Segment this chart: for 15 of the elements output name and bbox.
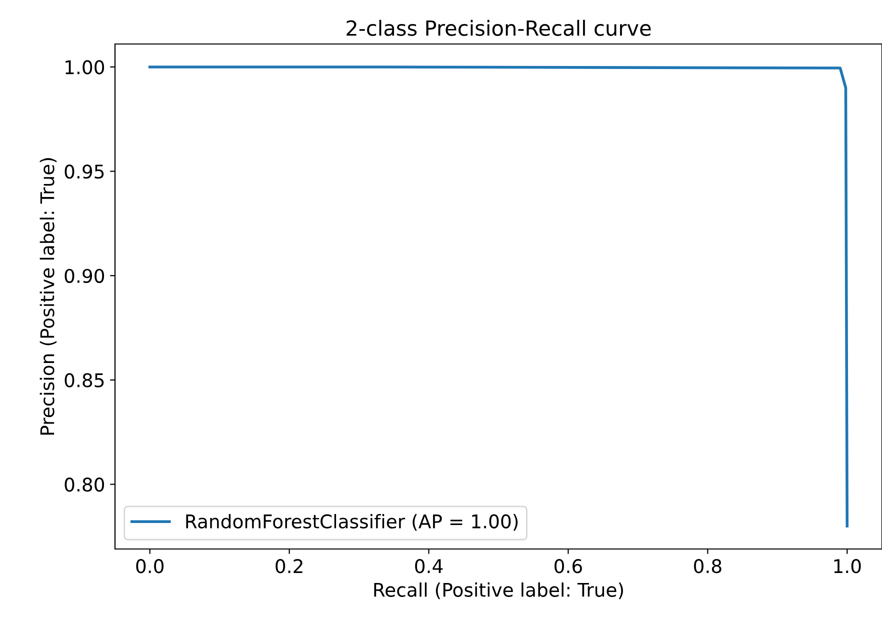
x-tick-label: 1.0 — [834, 559, 861, 574]
y-tick-label: 0.85 — [64, 373, 104, 388]
y-tick-label: 1.00 — [66, 60, 104, 74]
x-tick-label: 0.2 — [276, 559, 302, 574]
y-tick-label: 0.80 — [64, 478, 104, 492]
y-axis-title: Precision (Positive label: True) — [40, 158, 57, 435]
x-tick-label: 0.0 — [136, 559, 164, 574]
chart-title: 2-class Precision-Recall curve — [346, 20, 651, 36]
x-axis-title: Recall (Positive label: True) — [374, 582, 623, 600]
x-tick-label: 0.6 — [554, 559, 582, 574]
y-tick-label: 0.90 — [64, 268, 104, 284]
legend-label: RandomForestClassifier (AP = 1.00) — [186, 514, 518, 531]
x-tick-label: 0.8 — [694, 559, 722, 574]
y-tick-label: 0.95 — [64, 164, 104, 179]
x-tick-label: 0.4 — [415, 559, 443, 574]
